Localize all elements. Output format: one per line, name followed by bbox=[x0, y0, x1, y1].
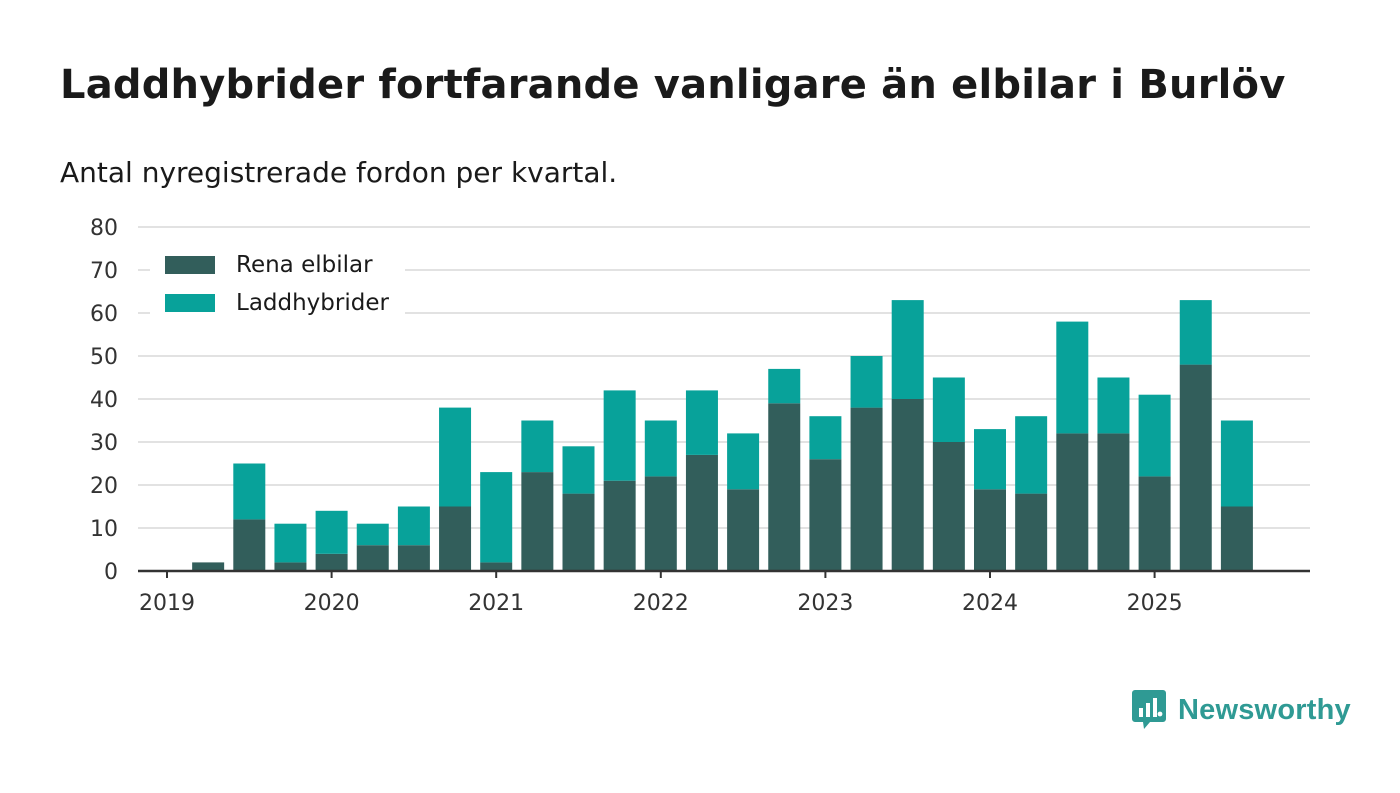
bar-elbilar-2021-Q2 bbox=[521, 472, 554, 571]
bar-elbilar-2022-Q2 bbox=[685, 454, 718, 571]
bar-laddhybrider-2024-Q1 bbox=[974, 429, 1006, 490]
bar-laddhybrider-2023-Q3 bbox=[891, 300, 924, 399]
bar-laddhybrider-2021-Q4 bbox=[603, 390, 636, 481]
bars bbox=[192, 300, 1253, 571]
bar-laddhybrider-2025-Q1 bbox=[1138, 394, 1171, 477]
bar-laddhybrider-2019-Q4 bbox=[274, 523, 307, 563]
bar-laddhybrider-2024-Q3 bbox=[1056, 321, 1089, 434]
bar-elbilar-2020-Q3 bbox=[397, 545, 430, 571]
bar-laddhybrider-2020-Q2 bbox=[356, 523, 389, 546]
bar-elbilar-2021-Q3 bbox=[562, 493, 595, 571]
bar-laddhybrider-2023-Q1 bbox=[809, 416, 842, 460]
y-tick-label: 20 bbox=[90, 474, 118, 499]
bar-elbilar-2019-Q4 bbox=[274, 562, 307, 571]
y-tick-label: 0 bbox=[104, 560, 118, 585]
bar-elbilar-2023-Q4 bbox=[932, 442, 965, 571]
newsworthy-logo-icon bbox=[1132, 690, 1166, 729]
bar-elbilar-2020-Q1 bbox=[315, 553, 348, 571]
legend: Rena elbilar Laddhybrider bbox=[150, 246, 405, 324]
bar-laddhybrider-2021-Q2 bbox=[521, 420, 554, 473]
bar-laddhybrider-2020-Q4 bbox=[439, 407, 472, 507]
bar-elbilar-2019-Q3 bbox=[233, 519, 266, 571]
bar-laddhybrider-2020-Q1 bbox=[315, 510, 348, 554]
axes: 0 10 20 30 40 50 60 70 80 2019 2020 2021 2022 2023 202… bbox=[90, 216, 1310, 616]
bar-elbilar-2021-Q1 bbox=[480, 562, 513, 571]
y-tick-label: 70 bbox=[90, 259, 118, 284]
bar-elbilar-2023-Q3 bbox=[891, 399, 924, 571]
bar-elbilar-2020-Q2 bbox=[356, 545, 389, 571]
bar-elbilar-2020-Q4 bbox=[439, 506, 472, 571]
y-tick-label: 50 bbox=[90, 345, 118, 370]
bar-laddhybrider-2020-Q3 bbox=[397, 506, 430, 546]
bar-laddhybrider-2024-Q4 bbox=[1097, 377, 1130, 434]
bar-laddhybrider-2022-Q1 bbox=[644, 420, 677, 477]
x-tick-label: 2020 bbox=[304, 591, 360, 616]
bar-elbilar-2021-Q4 bbox=[603, 480, 636, 571]
y-tick-label: 40 bbox=[90, 388, 118, 413]
bar-elbilar-2022-Q4 bbox=[768, 403, 801, 571]
bar-laddhybrider-2025-Q2 bbox=[1179, 300, 1212, 365]
y-tick-label: 10 bbox=[90, 517, 118, 542]
bar-elbilar-2024-Q2 bbox=[1015, 493, 1048, 571]
y-tick-label: 60 bbox=[90, 302, 118, 327]
bar-elbilar-2022-Q3 bbox=[727, 489, 760, 571]
bar-elbilar-2025-Q3 bbox=[1220, 506, 1253, 571]
bar-laddhybrider-2024-Q2 bbox=[1015, 416, 1048, 494]
brand-name: Newsworthy bbox=[1178, 693, 1351, 726]
x-tick-label: 2024 bbox=[962, 591, 1018, 616]
bar-elbilar-2024-Q4 bbox=[1097, 433, 1130, 571]
bar-laddhybrider-2022-Q4 bbox=[768, 368, 801, 404]
y-tick-label: 30 bbox=[90, 431, 118, 456]
chart-title: Laddhybrider fortfarande vanligare än el… bbox=[60, 62, 1286, 108]
bar-elbilar-2024-Q3 bbox=[1056, 433, 1089, 571]
legend-swatch bbox=[165, 294, 215, 312]
bar-laddhybrider-2023-Q4 bbox=[932, 377, 965, 442]
chart-subtitle: Antal nyregistrerade fordon per kvartal. bbox=[60, 156, 618, 189]
bar-laddhybrider-2019-Q3 bbox=[233, 463, 266, 520]
x-tick-label: 2021 bbox=[468, 591, 524, 616]
bar-elbilar-2019-Q2 bbox=[192, 562, 225, 571]
bar-elbilar-2023-Q2 bbox=[850, 407, 883, 571]
bar-laddhybrider-2021-Q1 bbox=[480, 472, 513, 563]
x-tick-label: 2025 bbox=[1127, 591, 1183, 616]
x-tick-label: 2022 bbox=[633, 591, 689, 616]
bar-laddhybrider-2025-Q3 bbox=[1220, 420, 1253, 507]
legend-label: Laddhybrider bbox=[236, 290, 389, 316]
x-tick-label: 2023 bbox=[797, 591, 853, 616]
bar-laddhybrider-2022-Q3 bbox=[727, 433, 760, 490]
bar-laddhybrider-2021-Q3 bbox=[562, 446, 595, 494]
x-tick-label: 2019 bbox=[139, 591, 195, 616]
legend-label: Rena elbilar bbox=[236, 252, 373, 278]
bar-laddhybrider-2022-Q2 bbox=[685, 390, 718, 455]
bar-laddhybrider-2023-Q2 bbox=[850, 356, 883, 408]
bar-elbilar-2023-Q1 bbox=[809, 459, 842, 571]
bar-elbilar-2025-Q1 bbox=[1138, 476, 1171, 571]
bar-elbilar-2024-Q1 bbox=[974, 489, 1006, 571]
y-tick-label: 80 bbox=[90, 216, 118, 241]
brand-logo: Newsworthy bbox=[1132, 690, 1351, 730]
bar-elbilar-2022-Q1 bbox=[644, 476, 677, 571]
bar-elbilar-2025-Q2 bbox=[1179, 364, 1212, 571]
legend-swatch bbox=[165, 256, 215, 274]
